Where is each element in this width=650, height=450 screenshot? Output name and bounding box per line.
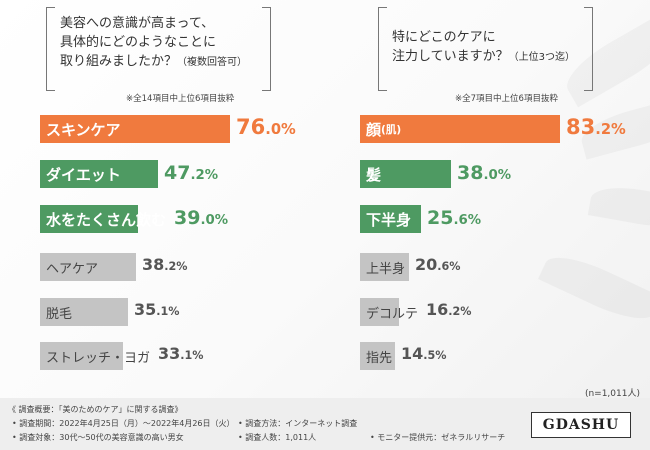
data-label-dec: .0% [265, 121, 296, 138]
footer-heading: 《 調査概要：「美のためのケア」に関する調査》 [8, 405, 183, 414]
footer-method: • 調査方法：インターネット調査 [238, 419, 358, 428]
bar-label: 下半身 [366, 210, 412, 229]
data-label-dec: .2% [190, 168, 219, 183]
bar-label: スキンケア [46, 120, 121, 139]
bar-label: 顔 [366, 120, 382, 139]
bar-label: 髪 [366, 165, 382, 184]
bar: 上半身 [360, 253, 409, 281]
bar-label: 指先 [366, 350, 393, 366]
data-label-int: 39 [174, 207, 201, 229]
question-1-line: 美容への意識が高まって、 [60, 16, 215, 31]
question-2-line: 注力していますか？（上位3つ迄） [392, 49, 575, 64]
data-label: 35.1% [134, 300, 180, 319]
question-2-suffix: （上位3つ迄） [508, 52, 575, 63]
data-label-int: 38 [457, 162, 484, 184]
bar-label: ヘアケア [46, 261, 99, 277]
bar-label: ダイエット [46, 165, 121, 184]
bar-label: デコルテ [366, 306, 419, 322]
bracket-left [46, 7, 55, 91]
bar-label: 上半身 [366, 261, 406, 277]
data-label-int: 38 [142, 255, 165, 274]
data-label: 38.2% [142, 255, 188, 274]
data-label: 20.6% [415, 255, 461, 274]
data-label-dec: .1% [156, 305, 180, 318]
bar: 水をたくさん飲む [40, 205, 166, 233]
decor-leaf [538, 246, 650, 329]
note-1: ※全14項目中上位6項目抜粋 [126, 94, 235, 104]
bar: 指先 [360, 342, 395, 370]
data-label: 16.2% [426, 300, 472, 319]
bracket-right [584, 7, 593, 91]
bar: ヘアケア [40, 253, 136, 281]
footer-count: • 調査人数：1,011人 [238, 433, 317, 442]
data-label: 47.2% [164, 162, 218, 184]
data-label-dec: .6% [437, 260, 461, 273]
chart-panel [0, 0, 650, 398]
question-1: 美容への意識が高まって、 具体的にどのようなことに 取り組みましたか？（複数回答… [60, 14, 270, 72]
data-label-int: 16 [426, 300, 449, 319]
question-2-line: 特にどこのケアに [392, 30, 496, 45]
sample-size-note: (n=1,011人) [584, 389, 640, 399]
bar: 髪 [360, 160, 451, 188]
data-label-dec: .5% [423, 349, 447, 362]
data-label: 14.5% [401, 344, 447, 363]
data-label: 38.0% [457, 162, 511, 184]
bar: 顔 (肌) [360, 115, 560, 143]
data-label-int: 35 [134, 300, 157, 319]
data-label-int: 20 [415, 255, 438, 274]
bar: 下半身 [360, 205, 421, 233]
data-label-dec: .6% [453, 213, 482, 228]
data-label-dec: .2% [164, 260, 188, 273]
bar: スキンケア [40, 115, 230, 143]
bar: ダイエット [40, 160, 158, 188]
bar: デコルテ [360, 298, 418, 326]
data-label: 39.0% [174, 207, 228, 229]
data-label-int: 83 [566, 115, 596, 139]
data-label: 33.1% [158, 344, 204, 363]
data-label-dec: .2% [595, 121, 626, 138]
bar-label: 水をたくさん飲む [46, 210, 167, 229]
data-label-int: 25 [427, 207, 454, 229]
footer-period: • 調査期間：2022年4月25日（月）～2022年4月26日（火） [12, 419, 235, 428]
question-2: 特にどこのケアに 注力していますか？（上位3つ迄） [392, 28, 592, 67]
data-label-int: 47 [164, 162, 191, 184]
data-label-dec: .1% [180, 349, 204, 362]
data-label-dec: .0% [483, 168, 512, 183]
data-label: 83.2% [566, 115, 626, 139]
bracket-left [378, 7, 387, 91]
data-label-dec: .2% [448, 305, 472, 318]
bar-label: ストレッチ・ヨガ [46, 350, 151, 366]
data-label: 76.0% [236, 115, 296, 139]
footer-provider: • モニター提供元：ゼネラルリサーチ [370, 433, 506, 442]
data-label-dec: .0% [200, 213, 229, 228]
bar-label-suffix: (肌) [381, 123, 402, 136]
data-label-int: 14 [401, 344, 424, 363]
data-label: 25.6% [427, 207, 481, 229]
data-label-int: 76 [236, 115, 266, 139]
data-label-int: 33 [158, 344, 181, 363]
bar: ストレッチ・ヨガ [40, 342, 150, 370]
bar: 脱毛 [40, 298, 128, 326]
footer-target: • 調査対象：30代～50代の美容意識の高い男女 [12, 433, 184, 442]
question-1-line: 取り組みましたか？（複数回答可） [60, 54, 248, 69]
bar-label: 脱毛 [46, 306, 73, 322]
bracket-right [262, 7, 271, 91]
brand-logo: GDASHU [531, 412, 631, 438]
decor-leaf [588, 182, 650, 233]
question-1-suffix: （複数回答可） [177, 57, 248, 68]
question-1-line: 具体的にどのようなことに [60, 35, 217, 50]
note-2: ※全7項目中上位6項目抜粋 [455, 94, 558, 104]
